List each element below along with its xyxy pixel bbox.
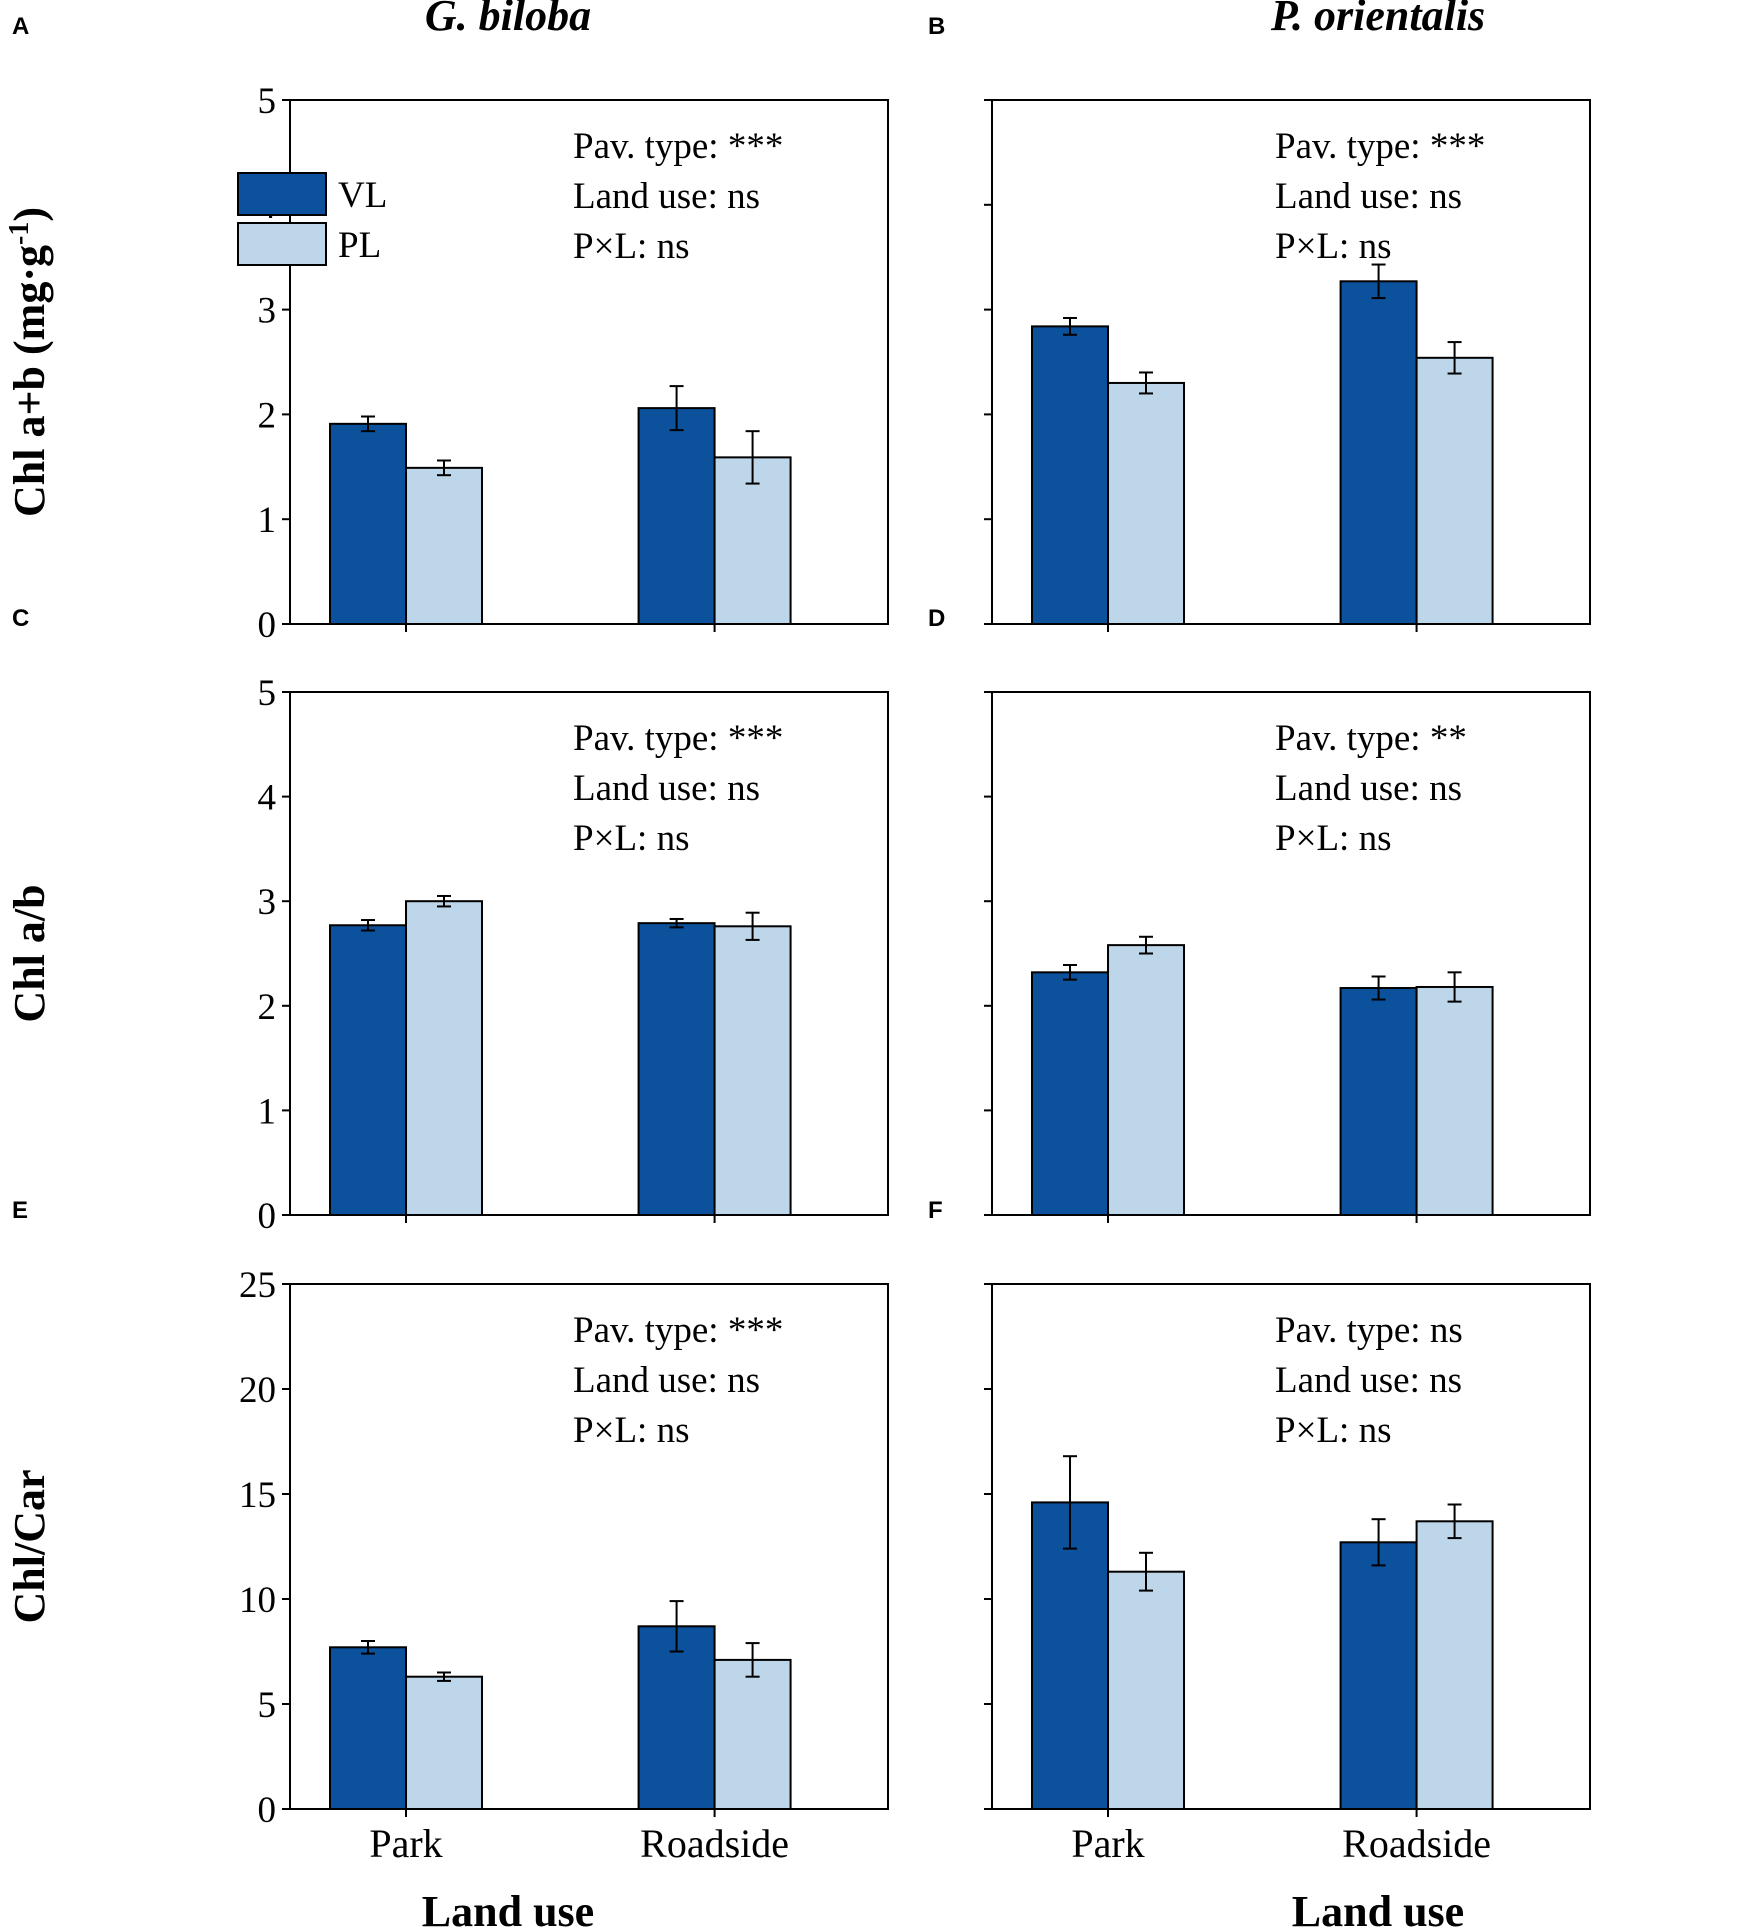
bar-vl-roadside <box>637 922 716 1217</box>
y-tick-label: 2 <box>258 987 277 1028</box>
x-axis-title-left: Land use <box>422 1887 594 1931</box>
y-tick-label: 5 <box>258 81 277 122</box>
legend-swatch-pl <box>237 222 327 266</box>
stats-annotation: P×L: ns <box>1275 1410 1391 1451</box>
bar-pl-roadside <box>713 925 792 1217</box>
panel-label: E <box>12 1197 28 1224</box>
panels: A 0 1 2 3 4 5 Pav. type: *** Land use: ns P×L: ns… <box>4 13 1591 1866</box>
panel-f: F Park Roadside Pav. type: ns Land use: ns P×… <box>928 1197 1591 1866</box>
panel-e: E 0 5 10 15 20 25 Park Roadside Pav. type: *** Lan… <box>5 1197 889 1866</box>
plot-frame <box>289 1283 889 1810</box>
y-tick-label: 0 <box>258 1196 277 1237</box>
panel-label: F <box>928 1197 943 1224</box>
plot-frame <box>991 691 1591 1216</box>
bar-pl-park <box>405 466 484 625</box>
plot-frame <box>289 99 889 625</box>
stats-annotation: Pav. type: ns <box>1275 1310 1463 1351</box>
bar-pl-roadside <box>713 456 792 626</box>
legend-label-vl: VL <box>338 175 387 216</box>
y-axis-title: Chl a+b (mg·g-1) <box>4 207 54 517</box>
bar-vl-roadside <box>1339 987 1418 1216</box>
y-axis-title: Chl/Car <box>5 1470 54 1624</box>
x-tick-label: Roadside <box>1342 1821 1491 1866</box>
stats-annotation: Land use: ns <box>1275 1360 1462 1401</box>
bar-pl-park <box>405 900 484 1216</box>
bar-vl-roadside <box>1339 1541 1418 1811</box>
y-tick-label: 15 <box>239 1475 276 1516</box>
y-tick-label: 0 <box>258 1790 277 1831</box>
plot-frame <box>991 1283 1591 1810</box>
bar-vl-roadside <box>637 407 716 625</box>
stats-annotation: Pav. type: *** <box>573 718 783 759</box>
panel-label: B <box>928 13 945 40</box>
stats-annotation: P×L: ns <box>1275 226 1391 267</box>
stats-annotation: Land use: ns <box>1275 176 1462 217</box>
col-title-left: G. biloba <box>425 0 591 40</box>
y-tick-label: 3 <box>258 291 277 332</box>
y-tick-label: 4 <box>258 778 277 819</box>
bar-vl-park <box>329 422 408 625</box>
plot-frame <box>289 691 889 1216</box>
panel-label: D <box>928 605 945 632</box>
y-axis-title: Chl a/b <box>5 884 54 1022</box>
bar-vl-roadside <box>637 1625 716 1811</box>
x-tick-label: Park <box>369 1821 442 1866</box>
stats-annotation: Land use: ns <box>573 1360 760 1401</box>
y-tick-label: 1 <box>258 1091 277 1132</box>
legend-label-pl: PL <box>338 225 381 266</box>
y-tick-label: 0 <box>258 605 277 646</box>
stats-annotation: Pav. type: *** <box>1275 126 1485 167</box>
y-tick-label: 5 <box>258 673 277 714</box>
y-tick-label: 10 <box>239 1580 276 1621</box>
legend-swatch-vl <box>237 172 327 216</box>
bar-vl-park <box>329 924 408 1216</box>
stats-annotation: Land use: ns <box>573 176 760 217</box>
y-tick-label: 2 <box>258 395 277 436</box>
x-tick-label: Park <box>1071 1821 1144 1866</box>
stats-annotation: Pav. type: ** <box>1275 718 1467 759</box>
y-tick-label: 5 <box>258 1685 277 1726</box>
bar-vl-park <box>1031 325 1110 625</box>
bar-pl-roadside <box>1415 985 1494 1216</box>
panel-label: A <box>12 13 29 40</box>
y-tick-label: 25 <box>239 1265 276 1306</box>
x-tick-label: Roadside <box>640 1821 789 1866</box>
stats-annotation: P×L: ns <box>1275 818 1391 859</box>
stats-annotation: P×L: ns <box>573 226 689 267</box>
stats-annotation: Land use: ns <box>573 768 760 809</box>
x-axis-title-right: Land use <box>1292 1887 1464 1931</box>
plot-frame <box>991 99 1591 625</box>
stats-annotation: P×L: ns <box>573 818 689 859</box>
panel-a: A012345Pav. type: ***Land use: nsP×L: ns… <box>4 13 889 646</box>
bar-vl-park <box>1031 1501 1110 1811</box>
bar-pl-roadside <box>1415 356 1494 625</box>
panel-d: D Pav. type: ** Land use: ns P×L: ns <box>928 605 1591 1223</box>
panel-label: C <box>12 605 29 632</box>
stats-annotation: Pav. type: *** <box>573 126 783 167</box>
bar-pl-park <box>405 1675 484 1810</box>
bar-vl-park <box>1031 971 1110 1216</box>
panel-c: C 0 1 2 3 4 5 Pav. type: *** Land use: ns P×L: ns… <box>5 605 889 1237</box>
stats-annotation: Land use: ns <box>1275 768 1462 809</box>
panel-b: B Pav. type: *** Land use: ns P×L: ns <box>928 13 1591 632</box>
stats-annotation: P×L: ns <box>573 1410 689 1451</box>
bar-vl-roadside <box>1339 280 1418 625</box>
bar-pl-park <box>1107 944 1186 1217</box>
bar-pl-park <box>1107 381 1186 625</box>
bar-vl-park <box>329 1646 408 1811</box>
y-tick-label: 20 <box>239 1370 276 1411</box>
y-tick-label: 3 <box>258 882 277 923</box>
bar-pl-roadside <box>713 1658 792 1811</box>
bar-pl-park <box>1107 1570 1186 1810</box>
col-title-right: P. orientalis <box>1270 0 1485 40</box>
y-tick-label: 1 <box>258 500 277 541</box>
bar-pl-roadside <box>1415 1520 1494 1811</box>
stats-annotation: Pav. type: *** <box>573 1310 783 1351</box>
